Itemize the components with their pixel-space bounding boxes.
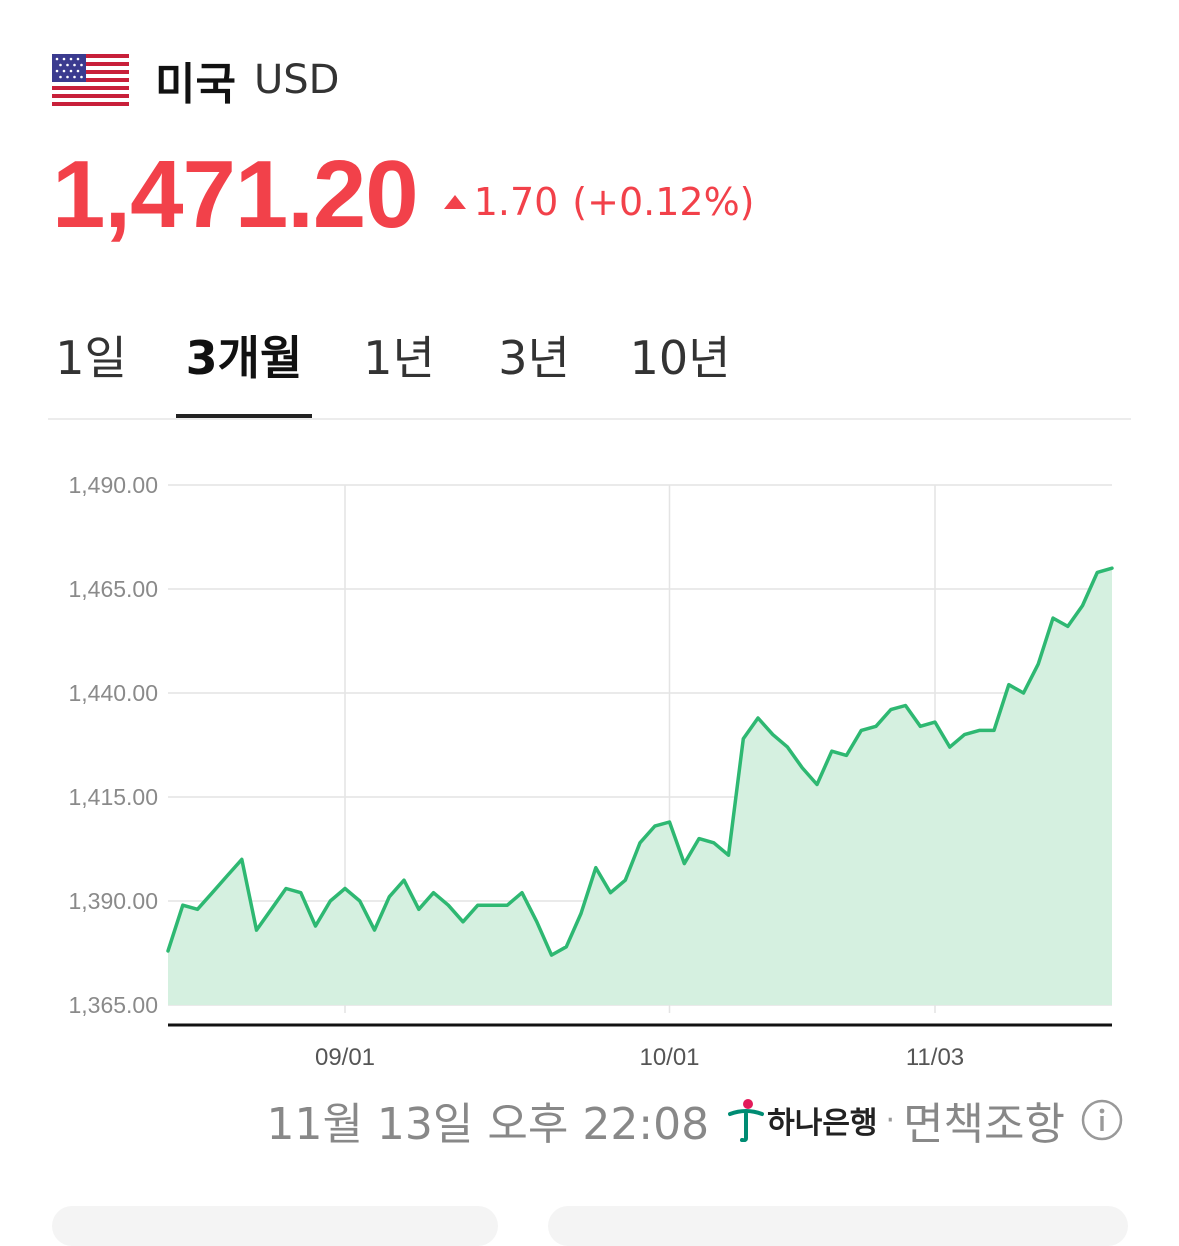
exchange-rate-price: 1,471.20	[52, 141, 419, 248]
update-timestamp: 11월 13일 오후 22:08	[266, 1099, 710, 1150]
x-tick-label: 10/01	[639, 1044, 699, 1070]
next-card-left	[52, 1206, 498, 1246]
info-circle-icon[interactable]	[1081, 1099, 1123, 1141]
currency-code: USD	[253, 57, 340, 103]
bank-name: 하나은행	[767, 1106, 878, 1141]
y-tick-label: 1,490.00	[68, 472, 158, 498]
chart-footer: 11월 13일 오후 22:08 하나은행 · 면책조항	[0, 1090, 1179, 1150]
tab-10-years[interactable]: 10년	[629, 331, 731, 385]
currency-header: 미국 USD	[52, 40, 339, 120]
tab-1-year[interactable]: 1년	[363, 331, 435, 385]
change-percent: (+0.12%)	[572, 180, 755, 224]
us-flag-icon	[52, 54, 129, 106]
next-card-right	[548, 1206, 1128, 1246]
x-tick-label: 11/03	[906, 1044, 964, 1070]
exchange-rate-chart: 1,490.00 1,465.00 1,440.00 1,415.00 1,390.00…	[68, 472, 1114, 1070]
price-change: 1.70 (+0.12%)	[443, 180, 769, 224]
disclaimer-link[interactable]: 면책조항	[903, 1099, 1065, 1150]
y-tick-label: 1,390.00	[68, 888, 158, 914]
separator-dot: ·	[885, 1102, 896, 1138]
up-arrow-icon	[443, 195, 466, 209]
y-tick-label: 1,415.00	[68, 784, 158, 810]
country-name: 미국	[155, 59, 236, 110]
x-tick-label: 09/01	[315, 1044, 375, 1070]
tab-1-day[interactable]: 1일	[55, 331, 127, 385]
tab-3-months[interactable]: 3개월	[176, 300, 312, 418]
area-fill	[168, 568, 1112, 1005]
tab-3-years[interactable]: 3년	[498, 331, 570, 385]
y-tick-label: 1,465.00	[68, 576, 158, 602]
change-value: 1.70	[473, 180, 559, 224]
hana-bank-logo	[728, 1099, 765, 1142]
y-tick-label: 1,440.00	[68, 680, 158, 706]
y-tick-label: 1,365.00	[68, 992, 158, 1018]
quote-row: 1,471.20 1.70 (+0.12%)	[52, 140, 769, 250]
rate-series-line	[166, 566, 1114, 957]
period-tabs: 1일 3개월 1년 3년 10년	[48, 300, 1131, 420]
